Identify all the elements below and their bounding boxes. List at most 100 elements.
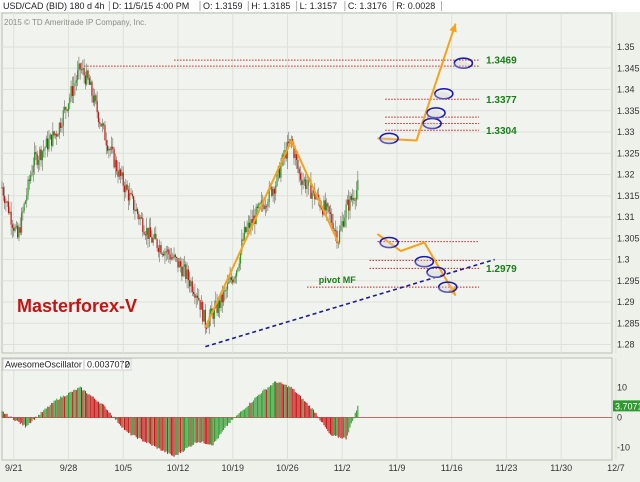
x-tick-label: 9/28: [60, 463, 78, 473]
candle-body: [195, 295, 197, 298]
candle-body: [166, 249, 169, 252]
candle-body: [191, 281, 193, 292]
marker-shadow: [414, 259, 431, 268]
header-low: L: 1.3157: [300, 1, 338, 11]
candle-body: [306, 185, 308, 189]
candle-body: [268, 186, 270, 203]
candle-body: [303, 179, 305, 182]
candle-body: [293, 144, 295, 158]
x-tick-label: 10/19: [221, 463, 244, 473]
header-date: D: 11/5/15 4:00 PM: [112, 1, 189, 11]
candle-body: [186, 269, 188, 279]
candle-body: [211, 308, 213, 312]
candle-body: [19, 227, 21, 233]
candle-body: [56, 133, 58, 137]
x-tick-label: 11/23: [495, 463, 517, 473]
x-tick-label: 12/7: [607, 463, 625, 473]
candle-body: [249, 222, 251, 228]
candle-body: [198, 297, 200, 301]
candle-body: [24, 200, 27, 204]
candle-body: [88, 77, 90, 85]
candle-body: [258, 203, 260, 208]
candle-body: [350, 195, 352, 200]
candle-body: [279, 166, 281, 178]
candle-body: [190, 281, 192, 287]
candle-body: [322, 208, 324, 215]
candle-body: [272, 188, 274, 196]
candle-body: [168, 249, 170, 255]
price-level-label: 1.3377: [486, 95, 517, 106]
marker-circle: [426, 266, 446, 279]
candle-body: [117, 171, 119, 177]
candle-body: [265, 206, 268, 208]
candle-body: [44, 147, 46, 150]
candle-body: [103, 123, 105, 126]
candle-body: [228, 281, 230, 284]
y-tick-label: 1.285: [617, 318, 640, 328]
marker-shadow: [379, 136, 396, 145]
candle-body: [112, 146, 114, 150]
candle-body: [135, 209, 137, 212]
candle-body: [90, 81, 92, 85]
y-tick-label: 1.305: [617, 233, 640, 243]
candle-body: [285, 150, 287, 159]
candle-body: [147, 227, 149, 239]
candle-body: [295, 153, 298, 160]
candle-body: [348, 199, 350, 211]
candle-body: [206, 327, 208, 329]
header-close: C: 1.3176: [348, 1, 387, 11]
candle-body: [301, 179, 303, 185]
candle-body: [136, 209, 139, 215]
candle-body: [276, 172, 278, 186]
candle-body: [74, 83, 76, 86]
candle-body: [161, 253, 163, 255]
candle-body: [121, 172, 123, 176]
candle-body: [329, 212, 332, 214]
candle-body: [129, 192, 131, 201]
candle-body: [20, 212, 23, 233]
candle-body: [1, 187, 3, 189]
y-tick-label: 1.28: [617, 340, 635, 350]
watermark: Masterforex-V: [17, 296, 137, 316]
candle-body: [14, 226, 16, 231]
candle-body: [307, 179, 309, 186]
marker-shadow: [426, 270, 443, 279]
osc-label-box: [2, 358, 132, 371]
candle-body: [245, 227, 247, 233]
candle-body: [193, 291, 195, 295]
candle-body: [335, 230, 337, 232]
candle-body: [311, 192, 313, 199]
candle-body: [346, 199, 349, 205]
candle-body: [63, 107, 66, 111]
candle-body: [120, 169, 122, 176]
candle-body: [332, 223, 334, 231]
candle-body: [234, 276, 236, 279]
candle-body: [9, 211, 11, 214]
candle-body: [183, 264, 186, 267]
candle-body: [37, 159, 40, 165]
candle-body: [243, 227, 246, 240]
candle-body: [314, 189, 316, 200]
candle-body: [71, 86, 73, 96]
candle-body: [2, 187, 4, 196]
candle-body: [325, 203, 328, 211]
candle-body: [15, 225, 17, 227]
candle-body: [157, 247, 160, 253]
candle-body: [131, 193, 133, 197]
candle-body: [6, 201, 8, 203]
candle-body: [259, 203, 261, 205]
candle-body: [75, 80, 77, 84]
candle-body: [130, 192, 132, 194]
candle-body: [122, 172, 124, 186]
marker-circle: [437, 281, 458, 293]
candle-body: [216, 301, 218, 313]
candle-body: [138, 214, 140, 220]
candle-body: [159, 245, 161, 253]
candle-body: [4, 195, 6, 203]
candle-body: [338, 230, 341, 243]
candle-body: [54, 133, 57, 136]
candle-body: [271, 187, 273, 196]
candle-body: [344, 217, 346, 227]
candle-body: [222, 291, 225, 303]
candle-body: [10, 211, 12, 225]
